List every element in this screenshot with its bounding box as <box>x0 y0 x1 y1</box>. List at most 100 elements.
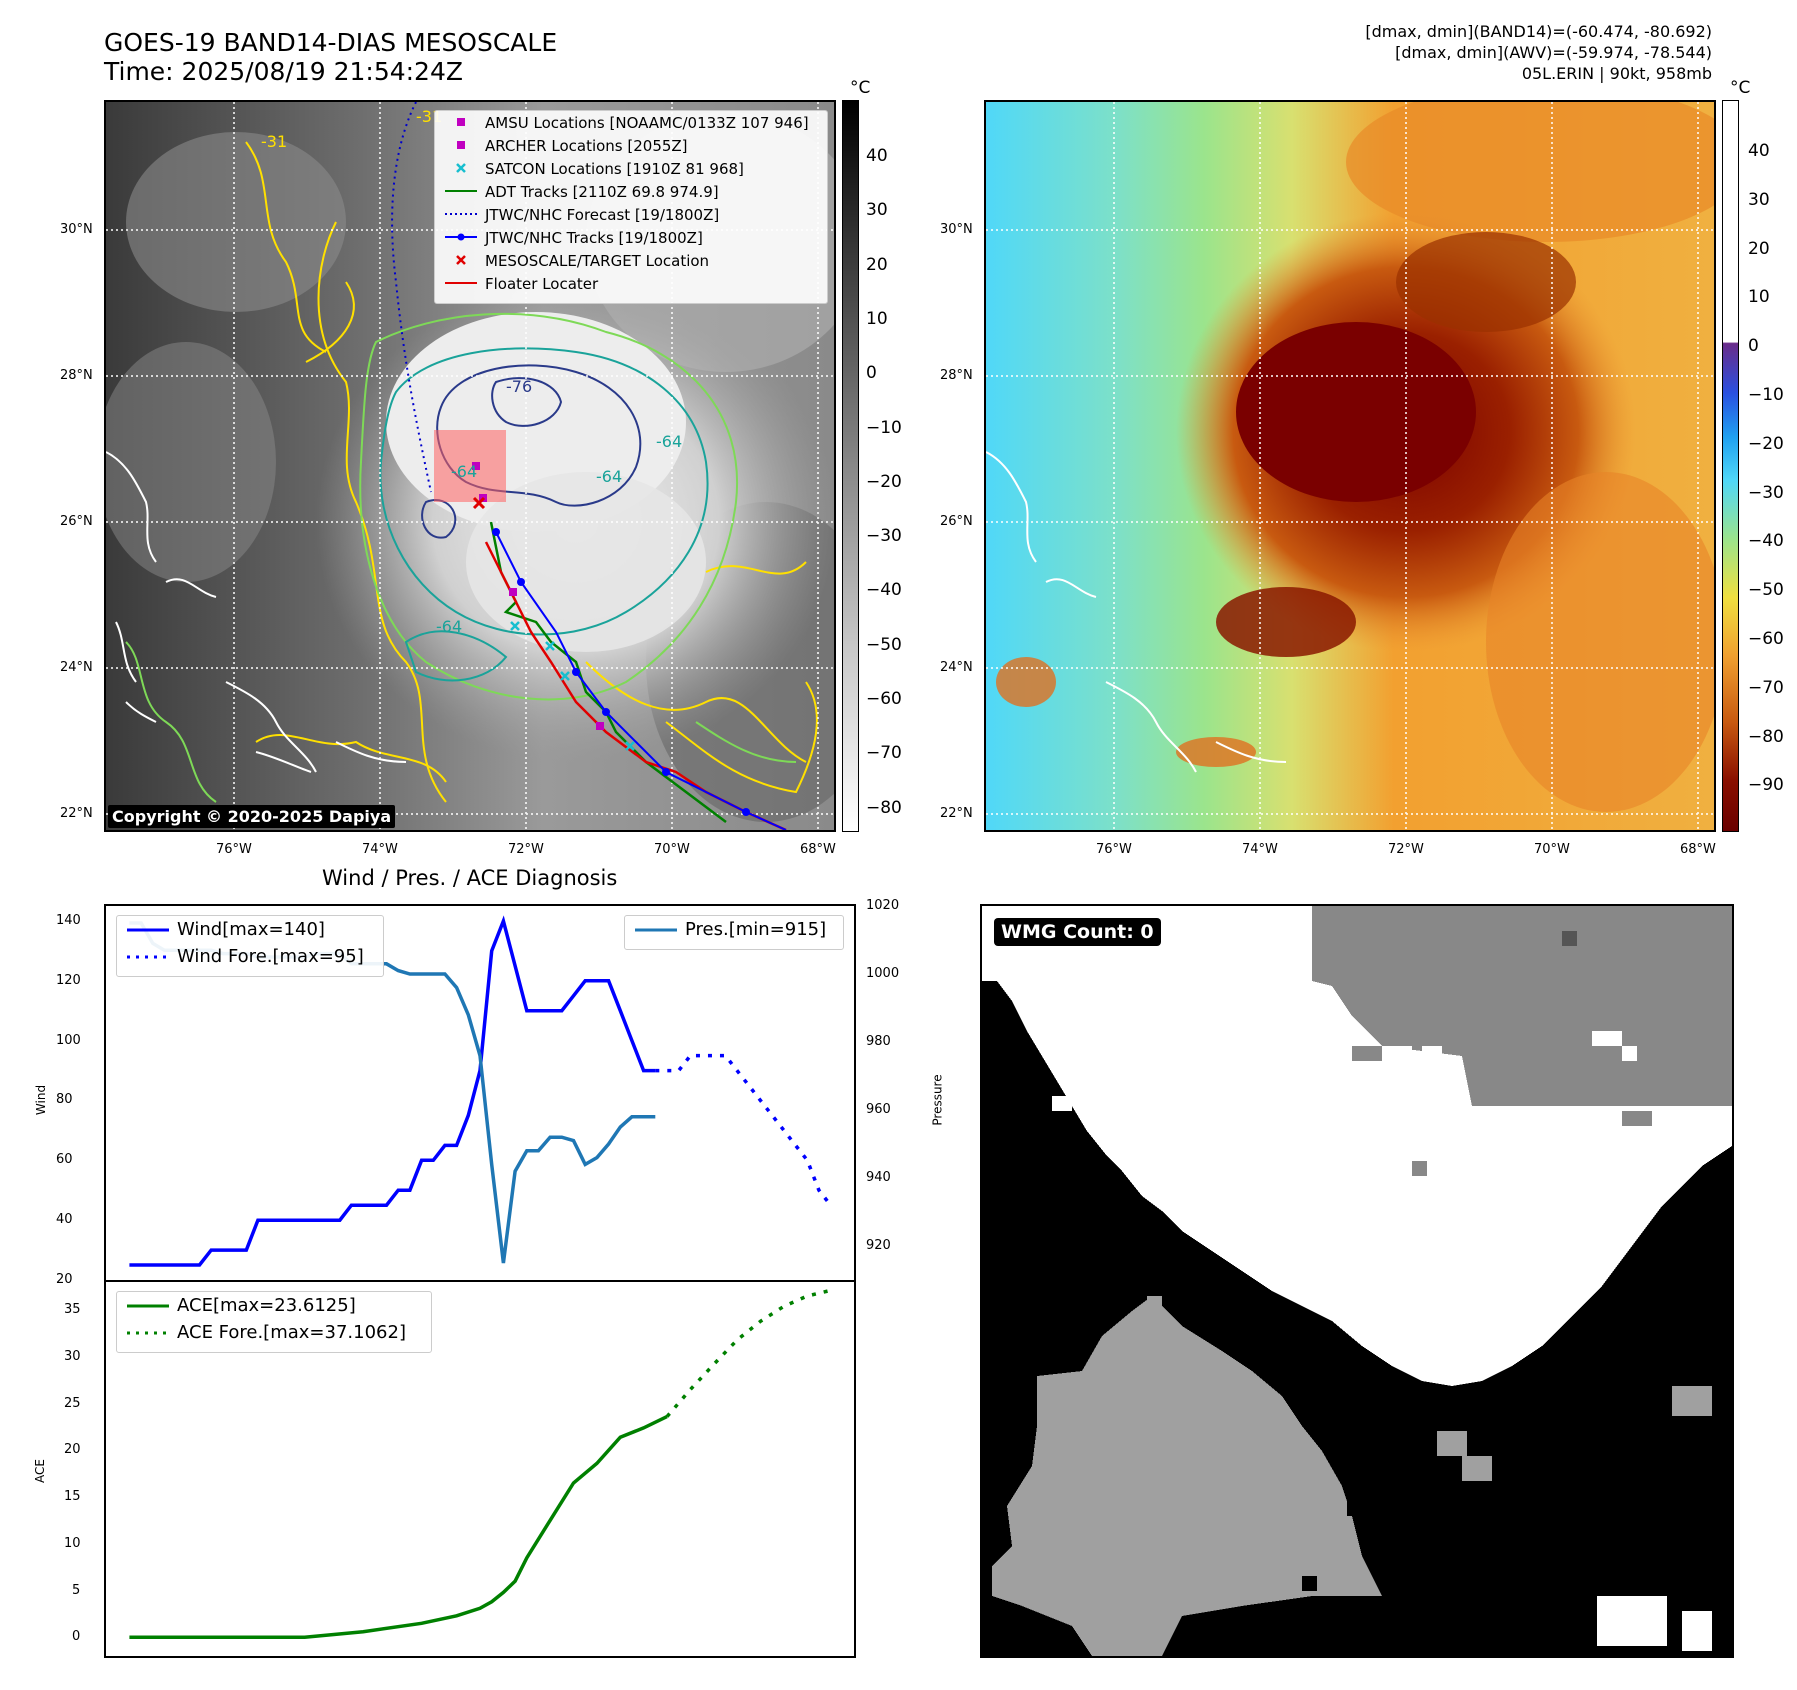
colorbar-tick-label: −10 <box>1748 385 1784 405</box>
ace-tick-label: 10 <box>64 1535 81 1551</box>
colorbar-tick-label: 0 <box>866 363 877 384</box>
pres-legend: Pres.[min=915] <box>624 915 844 950</box>
colorbar-tick-label: −60 <box>866 689 902 709</box>
colorbar-tick-label: 10 <box>866 308 888 329</box>
series-line-0-0 <box>129 915 656 1267</box>
pressure-tick-label: 960 <box>866 1102 891 1117</box>
wind-tick-label: 120 <box>56 972 81 988</box>
lon-tick-label: 72°W <box>1388 842 1424 857</box>
lat-tick-label: 28°N <box>60 368 93 383</box>
colorbar-tick-label: −70 <box>1748 677 1784 698</box>
wind-tick-label: 40 <box>56 1212 73 1228</box>
square-marker-icon <box>457 118 465 126</box>
legend-item: JTWC/NHC Tracks [19/1800Z] <box>435 226 827 249</box>
legend-item: ACE[max=23.6125] <box>117 1292 431 1319</box>
wind-tick-label: 20 <box>56 1272 73 1287</box>
lon-tick-label: 74°W <box>1242 842 1278 857</box>
contour-label: -76 <box>506 377 532 396</box>
best-track-points <box>492 528 750 816</box>
colorbar-tick-label: −30 <box>1748 482 1784 503</box>
lon-tick-label: 70°W <box>654 842 690 857</box>
colorbar-tick-label: −40 <box>866 580 902 601</box>
colorbar-left <box>842 100 859 832</box>
green-contours <box>125 312 797 803</box>
lon-tick-label: 68°W <box>1680 842 1716 857</box>
colorbar-right <box>1722 100 1739 832</box>
pressure-tick-label: 920 <box>866 1238 891 1253</box>
dotted-line-icon <box>445 213 477 215</box>
best-track <box>495 531 787 830</box>
legend-item: Wind Fore.[max=95] <box>117 943 383 970</box>
wind-tick-label: 100 <box>56 1032 81 1048</box>
contour-labels: -31 -31 -76 -64 -64 -64 -64 <box>261 107 682 636</box>
colorbar-tick-label: −50 <box>866 634 902 655</box>
ace-tick-label: 35 <box>64 1302 81 1318</box>
colorbar-tick-label: 20 <box>1748 238 1770 259</box>
diagnosis-title: Wind / Pres. / ACE Diagnosis <box>322 866 618 890</box>
ace-legend: ACE[max=23.6125] ACE Fore.[max=37.1062] <box>116 1291 432 1353</box>
legend-item: SATCON Locations [1910Z 81 968] <box>435 157 827 180</box>
colorbar-tick-label: 40 <box>1748 141 1770 161</box>
legend-item: Floater Locater <box>435 272 827 295</box>
lat-tick-label: 24°N <box>940 660 973 675</box>
contour-label: -64 <box>436 617 462 636</box>
dotted-line-icon <box>127 1331 169 1335</box>
pressure-tick-label: 1000 <box>866 966 900 981</box>
square-marker-icon <box>457 141 465 149</box>
line-dot-icon <box>445 233 477 241</box>
ir-map-panel: -31 -31 -76 -64 -64 -64 -64 AMSU Locatio… <box>104 100 836 832</box>
wind-tick-label: 140 <box>56 912 81 928</box>
info-band14: [dmax, dmin](BAND14)=(-60.474, -80.692) <box>1365 22 1712 41</box>
ace-chart: ACE[max=23.6125] ACE Fore.[max=37.1062] <box>104 1280 856 1658</box>
line-icon <box>127 928 169 932</box>
awv-map-panel <box>984 100 1716 832</box>
contour-label: -64 <box>451 462 477 481</box>
x-marker-icon <box>456 163 466 173</box>
line-icon <box>445 282 477 284</box>
colorbar-tick-label: −70 <box>866 743 902 764</box>
satcon-points <box>510 621 635 751</box>
colorbar-tick-label: −30 <box>866 526 902 547</box>
colorbar-tick-label: −10 <box>866 417 902 438</box>
contour-label: -31 <box>261 132 287 151</box>
ace-tick-label: 15 <box>64 1489 81 1505</box>
colorbar-tick-label: −50 <box>1748 580 1784 601</box>
legend-item: ARCHER Locations [2055Z] <box>435 134 827 157</box>
info-storm: 05L.ERIN | 90kt, 958mb <box>1521 64 1712 83</box>
colorbar-left-unit: °C <box>850 78 871 98</box>
lon-tick-label: 76°W <box>1096 842 1132 857</box>
copyright-label: Copyright © 2020-2025 Dapiya <box>108 805 396 828</box>
ace-tick-label: 25 <box>64 1395 81 1411</box>
contour-label: -64 <box>596 467 622 486</box>
lat-tick-label: 28°N <box>940 368 973 383</box>
colorbar-tick-label: 40 <box>866 146 888 166</box>
lat-tick-label: 26°N <box>940 514 973 529</box>
awv-map-svg <box>986 102 1714 830</box>
map-legend: AMSU Locations [NOAAMC/0133Z 107 946] ARC… <box>434 110 828 304</box>
pressure-tick-label: 980 <box>866 1034 891 1049</box>
pressure-tick-label: 940 <box>866 1170 891 1185</box>
lon-tick-label: 76°W <box>216 842 252 857</box>
line-icon <box>445 190 477 192</box>
dotted-line-icon <box>127 955 169 959</box>
legend-item: Pres.[min=915] <box>625 916 843 943</box>
line-icon <box>635 928 677 932</box>
colorbar-tick-label: −20 <box>1748 433 1784 454</box>
colorbar-tick-label: −60 <box>1748 629 1784 649</box>
colorbar-tick-label: −40 <box>1748 531 1784 552</box>
mesoscale-box <box>434 430 506 502</box>
colorbar-tick-label: 0 <box>1748 336 1759 357</box>
map-grid <box>986 102 1714 830</box>
lat-tick-label: 30°N <box>940 222 973 237</box>
teal-contours <box>379 347 709 682</box>
ace-svg <box>129 1288 832 1640</box>
legend-item: JTWC/NHC Forecast [19/1800Z] <box>435 203 827 226</box>
coastlines <box>106 451 407 773</box>
wind-pres-chart: Wind[max=140] Wind Fore.[max=95] Pres.[m… <box>104 904 856 1282</box>
lat-tick-label: 30°N <box>60 222 93 237</box>
series-line-1-0 <box>129 1415 668 1640</box>
wind-axis-label: Wind <box>34 1084 49 1116</box>
legend-item: ACE Fore.[max=37.1062] <box>117 1319 431 1346</box>
chart-title: GOES-19 BAND14-DIAS MESOSCALE <box>104 28 558 57</box>
ace-axis-label: ACE <box>32 1459 47 1483</box>
